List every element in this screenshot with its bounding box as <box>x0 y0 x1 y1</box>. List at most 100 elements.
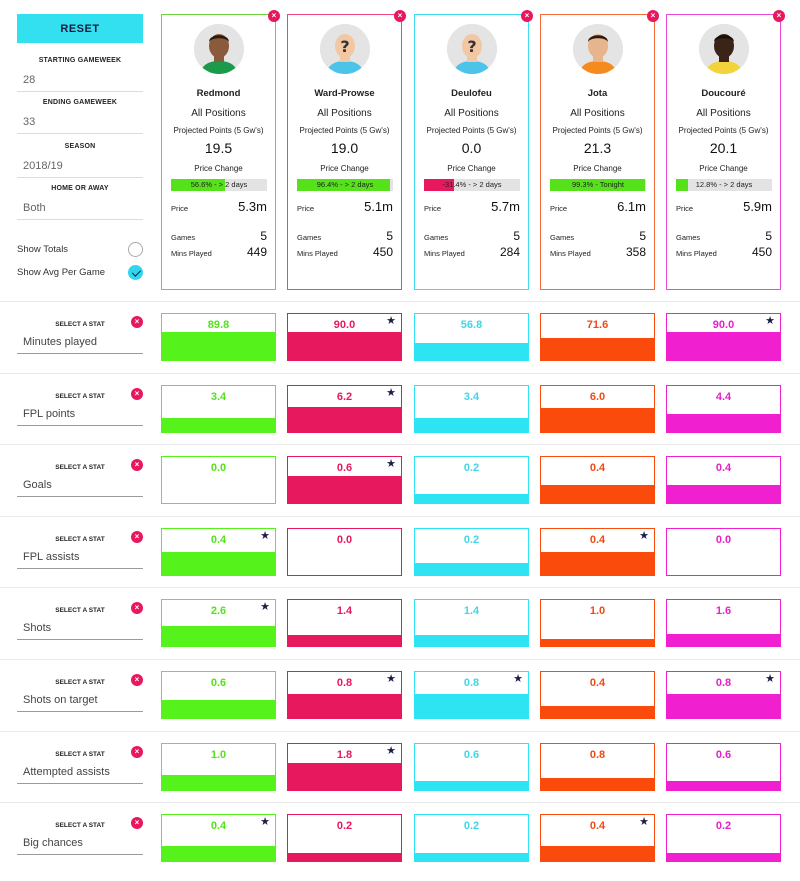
svg-text:?: ? <box>467 37 476 56</box>
best-star-icon: ★ <box>386 744 396 757</box>
price-label: Price <box>171 204 189 213</box>
stat-select[interactable]: Goals <box>17 476 143 498</box>
remove-stat-icon[interactable]: × <box>131 817 143 830</box>
stat-cell: 6.2 ★ <box>287 384 402 433</box>
remove-stat-icon[interactable]: × <box>131 745 143 758</box>
stat-value-text: 0.2 <box>463 533 480 546</box>
games-value: 5 <box>765 229 772 243</box>
stat-bar <box>667 693 780 718</box>
stat-value-text: 0.4 <box>589 533 606 546</box>
price-row: Price 5.7m <box>424 199 520 214</box>
mins-row: Mins Played 358 <box>550 245 646 259</box>
price-value: 5.3m <box>238 199 267 214</box>
stat-select[interactable]: Shots <box>17 619 143 641</box>
price-change-label: Price Change <box>320 164 369 173</box>
show-totals-radio[interactable] <box>128 241 143 257</box>
row-divider <box>0 515 800 517</box>
remove-stat-icon[interactable]: × <box>131 602 143 615</box>
stat-bar <box>541 551 654 575</box>
stat-bar <box>415 342 528 360</box>
stat-value-text: 1.0 <box>210 748 227 761</box>
player-card: × Jota All Positions Projected Points (5 Gw… <box>540 10 659 290</box>
stat-select[interactable]: Attempted assists <box>17 763 143 784</box>
mins-label: Mins Played <box>171 249 212 258</box>
stat-select[interactable]: FPL assists <box>17 548 143 569</box>
mins-value: 450 <box>372 245 393 259</box>
games-label: Games <box>171 233 196 242</box>
stat-cell: 4.4 <box>666 384 781 433</box>
stat-cell: 0.4 ★ <box>161 814 276 863</box>
player-name: Ward-Prowse <box>314 88 375 99</box>
stat-cell: 0.0 <box>287 527 402 576</box>
price-label: Price <box>676 204 694 213</box>
games-label: Games <box>424 233 449 242</box>
stat-value-text: 4.4 <box>715 390 732 403</box>
remove-stat-icon[interactable]: × <box>131 316 143 328</box>
stat-select[interactable]: Big chances <box>17 834 143 856</box>
stat-bar <box>667 853 780 862</box>
starting-gameweek-select[interactable]: 28 <box>17 70 143 92</box>
season-select[interactable]: 2018/19 <box>17 156 143 178</box>
show-avg-option[interactable]: Show Avg Per Game <box>17 263 143 281</box>
best-star-icon: ★ <box>386 386 396 399</box>
stat-cell: 0.0 <box>666 527 781 576</box>
stat-cell: 0.6 <box>161 671 276 719</box>
stat-cell: 90.0 ★ <box>666 313 781 361</box>
remove-player-icon[interactable]: × <box>647 10 659 22</box>
stat-bar <box>667 633 780 647</box>
stat-value-text: 0.0 <box>336 533 353 546</box>
show-totals-label: Show Totals <box>17 243 69 255</box>
remove-player-icon[interactable]: × <box>773 10 785 22</box>
reset-button[interactable]: RESET <box>17 14 143 43</box>
season-label: SEASON <box>64 143 96 150</box>
select-stat-label: SELECT A STAT <box>55 464 105 472</box>
row-divider <box>0 587 800 589</box>
stat-select[interactable]: Shots on target <box>17 691 143 712</box>
stat-value-text: 0.6 <box>336 462 353 475</box>
stat-cell: 0.4 <box>540 456 655 505</box>
player-name: Redmond <box>196 88 241 99</box>
stat-value-text: 90.0 <box>333 319 356 331</box>
stat-value-text: 6.2 <box>336 390 353 403</box>
stat-value-text: 0.2 <box>715 820 732 833</box>
stat-bar <box>541 638 654 647</box>
show-avg-label: Show Avg Per Game <box>17 266 106 278</box>
stat-bar <box>667 780 780 790</box>
stat-bar <box>541 777 654 790</box>
stat-bar <box>667 414 780 432</box>
stat-value-text: 0.8 <box>715 677 732 689</box>
filters-sidebar: RESET STARTING GAMEWEEK 28 ENDING GAMEWE… <box>0 0 158 881</box>
stat-bar <box>162 846 275 862</box>
home-away-select[interactable]: Both <box>17 198 143 220</box>
select-stat-label: SELECT A STAT <box>55 321 105 328</box>
price-change-bar: 12.8% - > 2 days <box>676 179 772 191</box>
remove-player-icon[interactable]: × <box>394 10 406 22</box>
player-position: All Positions <box>444 108 499 119</box>
price-value: 5.1m <box>364 199 393 214</box>
stat-value-text: 1.6 <box>715 605 732 618</box>
stat-bar <box>415 634 528 647</box>
price-change-fill <box>297 179 390 191</box>
mins-label: Mins Played <box>676 249 717 258</box>
show-totals-option[interactable]: Show Totals <box>17 240 143 258</box>
player-avatar: ? <box>447 24 497 74</box>
stat-select[interactable]: FPL points <box>17 405 143 426</box>
remove-stat-icon[interactable]: × <box>131 674 143 686</box>
remove-stat-icon[interactable]: × <box>131 530 143 543</box>
price-value: 5.9m <box>743 199 772 214</box>
ending-gameweek-select[interactable]: 33 <box>17 112 143 134</box>
select-stat-label: SELECT A STAT <box>55 822 105 830</box>
remove-player-icon[interactable]: × <box>268 10 280 22</box>
remove-player-icon[interactable]: × <box>521 10 533 22</box>
stat-cell: 3.4 <box>161 384 276 433</box>
show-avg-radio[interactable] <box>128 264 143 280</box>
stat-bar <box>288 332 401 360</box>
stat-bar <box>288 693 401 718</box>
stat-select[interactable]: Minutes played <box>17 333 143 354</box>
mins-label: Mins Played <box>550 249 591 258</box>
remove-stat-icon[interactable]: × <box>131 387 143 400</box>
stat-bar <box>667 332 780 360</box>
remove-stat-icon[interactable]: × <box>131 459 143 472</box>
games-label: Games <box>676 233 701 242</box>
stat-cell: 56.8 <box>414 313 529 361</box>
